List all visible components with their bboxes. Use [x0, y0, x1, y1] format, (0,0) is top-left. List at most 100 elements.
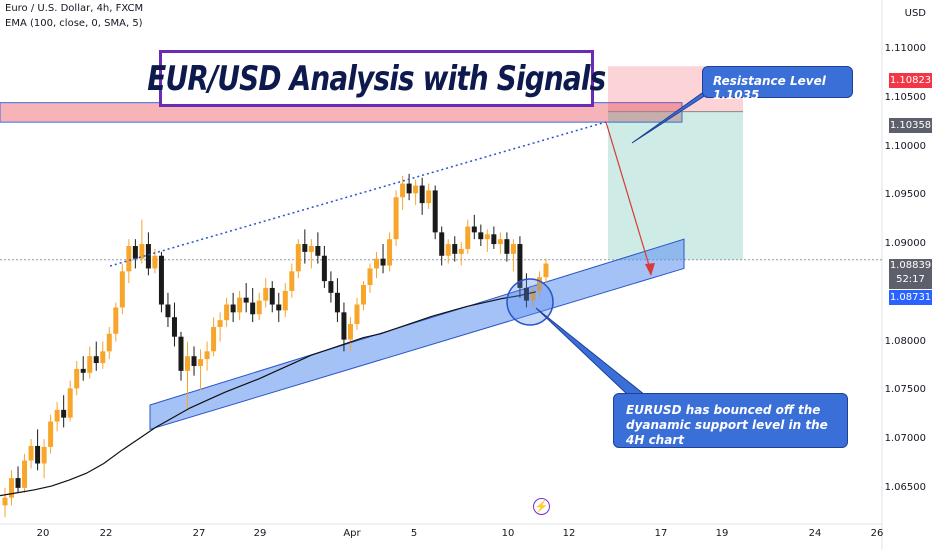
candle-body	[276, 304, 282, 311]
candle-body	[478, 232, 484, 240]
candle-body	[165, 304, 171, 318]
signal-arrowhead	[645, 263, 655, 276]
candle-body	[15, 478, 21, 488]
candle-body	[491, 234, 497, 245]
candle-body	[484, 234, 490, 240]
candle-body	[315, 246, 321, 256]
candle-body	[497, 239, 503, 245]
candle-body	[517, 244, 523, 288]
candle-body	[243, 297, 249, 303]
candle-body	[465, 226, 471, 249]
candle-body	[204, 351, 210, 360]
x-tick-label: 5	[410, 528, 418, 539]
candle-body	[237, 297, 243, 313]
candle-body	[178, 336, 184, 371]
candle-body	[302, 244, 308, 252]
candle-body	[250, 302, 256, 315]
candle-body	[380, 258, 386, 266]
x-tick-label: 29	[253, 528, 267, 539]
symbol-line: Euro / U.S. Dollar, 4h, FXCM	[5, 3, 144, 14]
candle-body	[119, 271, 125, 308]
resistance-callout-text: Resistance Level 1.1035	[713, 74, 826, 102]
candle-body	[54, 409, 60, 422]
lightning-icon[interactable]: ⚡	[533, 498, 550, 515]
candle-body	[308, 246, 314, 252]
candle-body	[87, 356, 93, 373]
candle-body	[295, 244, 301, 272]
candle-body	[9, 478, 15, 498]
candle-body	[217, 320, 223, 327]
candle-body	[471, 226, 477, 233]
x-tick-label: Apr	[343, 528, 361, 539]
profit-zone	[608, 111, 743, 260]
candle-body	[341, 312, 347, 340]
candle-body	[152, 255, 158, 269]
candle-body	[426, 190, 432, 204]
candle-body	[393, 197, 399, 240]
current-price-tag: 1.08839 52:17	[889, 259, 932, 289]
y-tick-label: 1.07000	[884, 433, 926, 445]
trend-line	[109, 121, 607, 267]
candle-body	[419, 185, 425, 204]
candle-body	[224, 304, 230, 321]
ema-price-tag: 1.08731	[889, 290, 932, 305]
candle-body	[28, 445, 34, 461]
y-tick-label: 1.09000	[884, 238, 926, 250]
y-tick-label: 1.10500	[884, 91, 926, 103]
candle-body	[282, 290, 288, 311]
candle-body	[400, 183, 406, 198]
candle-body	[360, 285, 366, 305]
signal-arrow	[605, 121, 652, 273]
candle-body	[171, 317, 177, 337]
candle-body	[263, 287, 269, 301]
candle-body	[211, 326, 217, 352]
candle-body	[80, 368, 86, 373]
candle-body	[543, 263, 549, 278]
x-tick-label: 22	[99, 528, 113, 539]
candle-body	[256, 300, 262, 315]
candle-body	[367, 268, 373, 286]
candle-body	[347, 324, 353, 340]
candle-body	[452, 244, 458, 254]
y-tick-label: 1.11000	[884, 43, 926, 54]
candle-body	[413, 185, 419, 194]
current-price: 1.08839	[889, 260, 932, 271]
y-tick-label: 1.09500	[884, 189, 926, 201]
candle-body	[387, 239, 393, 266]
candle-body	[145, 244, 151, 269]
candle-body	[191, 356, 197, 366]
chart-title: EUR/USD Analysis with Signals	[147, 58, 606, 99]
candle-body	[445, 244, 451, 256]
candle-body	[198, 359, 204, 366]
candle-body	[2, 497, 8, 506]
x-tick-label: 20	[36, 528, 50, 539]
candle-body	[230, 304, 236, 313]
x-tick-label: 27	[192, 528, 206, 539]
candle-countdown: 52:17	[896, 274, 925, 285]
candle-body	[439, 232, 445, 256]
candle-body	[113, 307, 119, 334]
candle-body	[510, 244, 516, 254]
candle-body	[126, 246, 132, 272]
candle-body	[334, 292, 340, 313]
support-callout: EURUSD has bounced off the dyanamic supp…	[613, 393, 848, 448]
support-callout-text: EURUSD has bounced off the dyanamic supp…	[626, 403, 828, 447]
candle-body	[536, 277, 542, 291]
y-tick-label: 1.08000	[884, 335, 926, 347]
ema-line	[0, 291, 537, 497]
resistance-callout: Resistance Level 1.1035	[702, 66, 853, 102]
candle-body	[530, 290, 536, 301]
candle-body	[61, 409, 67, 418]
x-tick-label: 10	[501, 528, 515, 539]
support-callout-pointer	[535, 307, 647, 396]
y-tick-label: 1.06500	[884, 481, 926, 493]
candle-body	[269, 287, 275, 305]
indicator-line: EMA (100, close, 0, SMA, 5)	[5, 18, 143, 29]
candle-body	[289, 271, 295, 291]
candle-body	[22, 460, 28, 488]
x-tick-label: 24	[808, 528, 822, 539]
y-tick-label: 1.10000	[884, 140, 926, 152]
x-tick-label: 17	[654, 528, 668, 539]
candle-body	[41, 446, 47, 464]
